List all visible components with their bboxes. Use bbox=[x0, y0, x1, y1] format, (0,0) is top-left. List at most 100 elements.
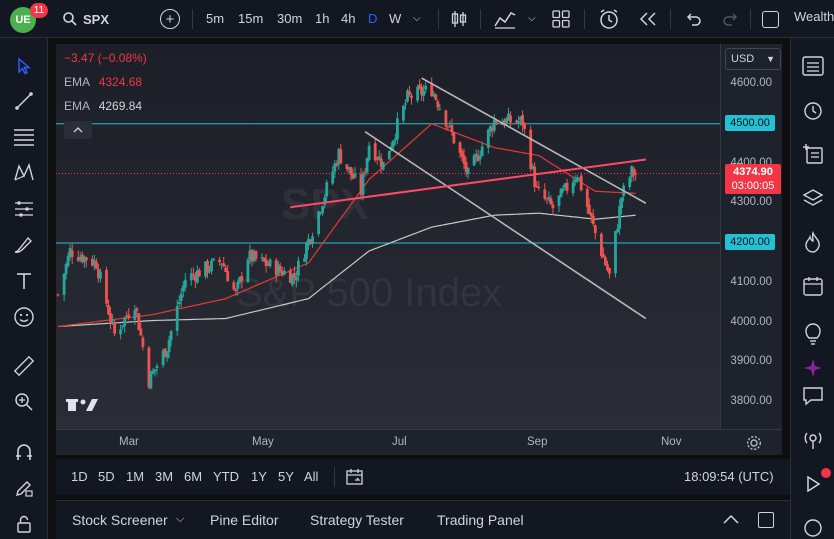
hotlists-button[interactable] bbox=[797, 226, 829, 258]
candle-body bbox=[573, 180, 577, 183]
candle-body bbox=[438, 108, 442, 110]
symbol-search[interactable]: SPX bbox=[62, 8, 109, 30]
range-1D[interactable]: 1D bbox=[71, 469, 88, 484]
interval-W[interactable]: W bbox=[389, 11, 402, 26]
layouts-grid-icon[interactable] bbox=[552, 10, 570, 28]
candles-type-icon[interactable] bbox=[449, 9, 469, 29]
undo-icon[interactable] bbox=[684, 11, 702, 27]
screener-chevron-down-icon[interactable]: ⌵ bbox=[176, 513, 185, 525]
notifications-button[interactable] bbox=[797, 468, 831, 500]
interval-D[interactable]: D bbox=[368, 11, 378, 26]
hide-drawings-tool[interactable] bbox=[8, 508, 40, 539]
candle-body bbox=[345, 164, 349, 169]
measure-tool[interactable] bbox=[8, 350, 40, 382]
tab-trading-panel[interactable]: Trading Panel bbox=[437, 512, 524, 528]
candle-body bbox=[575, 177, 579, 182]
candle-body bbox=[99, 271, 102, 279]
ai-assistant-button[interactable] bbox=[797, 352, 829, 384]
calendar-button[interactable] bbox=[797, 270, 829, 302]
legend-ema2[interactable]: EMA 4269.84 bbox=[64, 99, 142, 113]
candle-body bbox=[149, 371, 153, 389]
range-1Y[interactable]: 1Y bbox=[251, 469, 267, 484]
tab-pine-editor[interactable]: Pine Editor bbox=[210, 512, 279, 528]
pattern-tool[interactable] bbox=[8, 157, 40, 189]
chart-pane[interactable]: SPX S&P 500 Index −3.47 (−0.08%) EMA 432… bbox=[56, 44, 720, 429]
redo-icon[interactable] bbox=[722, 11, 740, 27]
candle-body bbox=[167, 339, 171, 352]
candle-body bbox=[587, 204, 591, 214]
range-5Y[interactable]: 5Y bbox=[278, 469, 294, 484]
range-YTD[interactable]: YTD bbox=[213, 469, 239, 484]
range-5D[interactable]: 5D bbox=[98, 469, 115, 484]
brush-tool[interactable] bbox=[8, 229, 40, 261]
candle-body bbox=[234, 289, 238, 291]
candle-body bbox=[278, 266, 282, 271]
price-tick-label: 4300.00 bbox=[730, 196, 772, 209]
interval-15m[interactable]: 15m bbox=[238, 11, 264, 26]
replay-rewind-icon[interactable] bbox=[638, 11, 658, 27]
compare-add-icon[interactable]: + bbox=[160, 9, 180, 29]
magnet-tool[interactable] bbox=[8, 436, 40, 468]
price-scale[interactable]: USD ▼ 4600.00 4400.00 4300.00 4100.00 4000.0… bbox=[720, 44, 782, 429]
fib-tool[interactable] bbox=[8, 121, 40, 153]
trend-line-icon bbox=[15, 92, 33, 110]
interval-4h[interactable]: 4h bbox=[341, 11, 356, 26]
tab-stock-screener[interactable]: Stock Screener bbox=[72, 512, 168, 528]
projection-tool[interactable] bbox=[8, 193, 40, 225]
candle-body bbox=[406, 90, 409, 102]
cursor-tool[interactable] bbox=[8, 50, 40, 82]
alerts-button[interactable] bbox=[797, 94, 829, 126]
range-3M[interactable]: 3M bbox=[155, 469, 174, 484]
data-window-button[interactable] bbox=[797, 182, 829, 214]
chat-bubble-icon bbox=[803, 387, 823, 406]
tradingview-logo-icon bbox=[66, 399, 98, 411]
tab-strategy-tester[interactable]: Strategy Tester bbox=[310, 512, 404, 528]
time-axis[interactable]: Mar May Jul Sep Nov bbox=[56, 429, 782, 455]
indicators-icon[interactable] bbox=[494, 9, 516, 29]
zoom-tool[interactable] bbox=[8, 386, 40, 418]
panel-expand-chevron-up-icon[interactable] bbox=[722, 514, 740, 524]
trend-line-tool[interactable] bbox=[8, 85, 40, 117]
watchlist-button[interactable] bbox=[797, 50, 829, 82]
workspace-label[interactable]: Wealth bbox=[794, 9, 834, 24]
candle-body bbox=[486, 129, 490, 148]
currency-selector[interactable]: USD ▼ bbox=[725, 48, 781, 70]
candle-body bbox=[531, 165, 535, 169]
text-tool[interactable] bbox=[8, 265, 40, 297]
ideas-button[interactable] bbox=[797, 318, 829, 350]
streams-button[interactable] bbox=[797, 424, 829, 456]
ema-slow-line bbox=[57, 212, 636, 328]
help-button[interactable] bbox=[797, 512, 829, 539]
candle-body bbox=[608, 268, 611, 274]
legend-collapse-button[interactable] bbox=[64, 121, 92, 139]
range-All[interactable]: All bbox=[304, 469, 319, 484]
candle-body bbox=[319, 212, 322, 214]
lock-drawings-tool[interactable] bbox=[8, 472, 40, 504]
candle-body bbox=[628, 177, 632, 187]
panel-maximize-icon[interactable] bbox=[758, 512, 774, 528]
alert-clock-icon[interactable] bbox=[598, 8, 620, 30]
fib-lines-icon bbox=[14, 129, 34, 146]
interval-chevron-down-icon[interactable]: ⌵ bbox=[413, 13, 421, 24]
candle-body bbox=[311, 236, 314, 244]
candle-body bbox=[333, 163, 337, 172]
icon-tool[interactable] bbox=[8, 301, 40, 333]
range-1M[interactable]: 1M bbox=[126, 469, 145, 484]
object-tree-button[interactable] bbox=[797, 138, 829, 170]
goto-date-icon[interactable] bbox=[346, 468, 366, 486]
candle-body bbox=[452, 132, 456, 144]
utc-clock[interactable]: 18:09:54 (UTC) bbox=[684, 469, 774, 484]
interval-30m[interactable]: 30m bbox=[277, 11, 303, 26]
candle-body bbox=[488, 126, 492, 132]
price-chart[interactable]: SPX S&P 500 Index bbox=[56, 44, 720, 429]
fullscreen-checkbox-icon[interactable] bbox=[762, 11, 779, 28]
interval-5m[interactable]: 5m bbox=[206, 11, 225, 26]
indicators-chevron-down-icon[interactable]: ⌵ bbox=[528, 13, 536, 24]
interval-1h[interactable]: 1h bbox=[315, 11, 330, 26]
range-6M[interactable]: 6M bbox=[184, 469, 203, 484]
broadcast-icon bbox=[804, 432, 822, 449]
chats-button[interactable] bbox=[797, 380, 829, 412]
chart-settings-gear-icon[interactable] bbox=[746, 435, 762, 451]
time-tick-may: May bbox=[252, 436, 274, 448]
legend-ema1[interactable]: EMA 4324.68 bbox=[64, 75, 142, 89]
